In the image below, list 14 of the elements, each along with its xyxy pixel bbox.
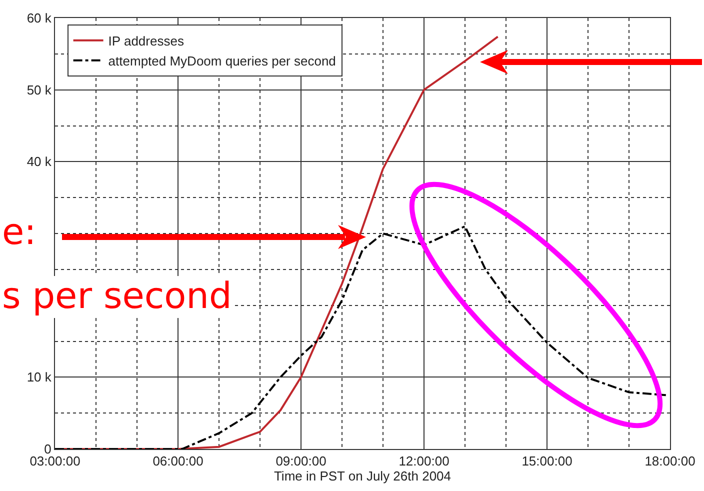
legend-label: IP addresses: [108, 33, 184, 48]
y-tick-label: 40 k: [26, 154, 52, 170]
x-tick-label: 09:00:00: [276, 454, 326, 469]
legend-label: attempted MyDoom queries per second: [108, 53, 336, 68]
x-axis-title: Time in PST on July 26th 2004: [274, 468, 452, 484]
x-tick-label: 12:00:00: [398, 454, 450, 469]
y-tick-label: 60 k: [26, 10, 52, 26]
x-tick-label: 18:00:00: [644, 454, 696, 469]
x-tick-label: 06:00:00: [152, 454, 204, 469]
x-tick-label: 15:00:00: [522, 454, 572, 469]
text: e:: [2, 212, 36, 254]
y-tick-label: 50 k: [26, 82, 52, 98]
y-tick-label: 10 k: [26, 370, 52, 385]
annotation: s per second: [2, 276, 232, 318]
